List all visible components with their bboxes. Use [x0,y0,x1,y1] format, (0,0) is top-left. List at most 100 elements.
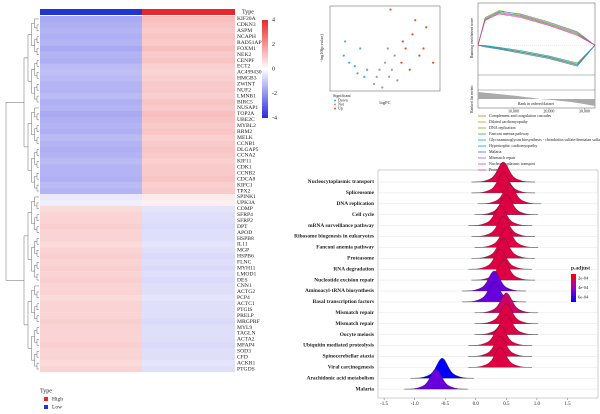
ridge [471,259,536,281]
x-tick-label: 1.5 [564,402,571,407]
heat-cell [40,229,142,236]
ridge [471,172,536,194]
heat-cell [40,87,142,94]
ridge [474,194,539,215]
gene-label: MELK [237,135,253,141]
heat-cell [40,57,142,64]
ridge [410,358,474,379]
heat-cell [40,300,142,307]
heat-cell [40,271,142,278]
heat-cell [40,45,142,52]
heat-cell [40,211,142,218]
heat-cell [142,241,235,248]
heat-cell [142,265,235,272]
x-axis-label: Rank in ordered dataset [518,102,555,106]
legend-title: p.adjust [571,265,590,271]
ridge [468,347,532,368]
heat-cell [142,176,235,183]
heat-cell [40,194,142,201]
heat-cell [142,277,235,284]
heat-cell [142,360,235,367]
gene-label: MYH11 [237,265,256,271]
category-label: mRNA surveillance pathway [308,223,374,229]
ridge [474,227,539,248]
point [342,54,345,57]
heat-cell [40,105,142,112]
heat-cell [142,342,235,349]
heat-cell [142,158,235,165]
gene-label: BIRC5 [237,99,253,105]
heat-cell [40,253,142,260]
gene-label: ACTC1 [237,301,255,307]
gene-label: SFRP2 [237,218,253,224]
heat-cell [40,283,142,290]
heat-cell [40,99,142,106]
heat-cell [142,247,235,254]
volcano-frame [329,5,441,92]
gene-label: ASPM [237,28,252,34]
gene-label: FOXM1 [237,46,256,52]
gene-label: DLGAP5 [237,147,259,153]
gene-label: PRELP [237,313,254,319]
gene-label: CENPF [237,58,254,64]
point [366,68,369,71]
gene-label: AC499430.4 [237,70,266,76]
heat-cell [142,152,235,159]
heat-cell [40,176,142,183]
gene-label: MFAP4 [237,343,255,349]
heat-cell [40,247,142,254]
point [344,40,347,43]
heat-cell [40,294,142,301]
heat-cell [40,217,142,224]
category-label: Fanconi anemia pathway [316,245,374,251]
point [386,47,389,50]
point [383,61,387,64]
heat-cell [40,110,142,118]
heat-cell [40,223,142,230]
metric-area [478,92,595,106]
point [353,65,356,68]
heat-cell [40,134,142,141]
point [432,61,435,64]
heat-cell [40,360,142,367]
heat-cell [142,354,235,361]
heat-cell [40,330,142,337]
legend-label: Nucleocytoplasmic transport [489,161,536,166]
heat-cell [40,235,142,242]
heat-cell [40,259,142,266]
category-label: Mismatch repair [335,321,374,327]
heat-cell [40,152,142,159]
x-tick-label: -1.0 [411,402,419,407]
heat-cell [40,116,142,123]
heat-cell [40,241,142,248]
gene-label: ECT2 [237,64,251,70]
heat-cell [40,27,142,34]
heat-cell [142,134,235,141]
heat-cell [142,93,235,100]
heat-cell [142,33,235,40]
gene-label: COMP [237,206,253,212]
category-label: Proteasome [347,256,374,262]
heat-cell [142,122,235,129]
colorbar-tick: 6e-04 [578,294,589,299]
heat-cell [142,306,235,313]
category-label: Nucleocytoplasmic transport [308,179,375,185]
heat-cell [142,81,235,88]
colorbar-tick: 4e-04 [578,285,589,290]
heat-cell [40,140,142,147]
gene-label: DES [237,277,248,283]
heat-cell [142,99,235,106]
category-label: Spliceosome [346,190,375,196]
type-bar [40,9,142,15]
gene-label: UPK3A [237,200,255,206]
x-tick-label: 0.5 [503,402,510,407]
es-line [477,13,596,46]
gene-label: PTGIS [237,307,253,313]
legend-swatch [44,397,48,401]
heat-cell [142,223,235,230]
category-label: Cell cycle [352,212,375,218]
point [404,47,407,50]
legend-label: Fanconi anemia pathway [489,131,529,136]
heat-cell [142,300,235,307]
es-line [477,10,596,46]
